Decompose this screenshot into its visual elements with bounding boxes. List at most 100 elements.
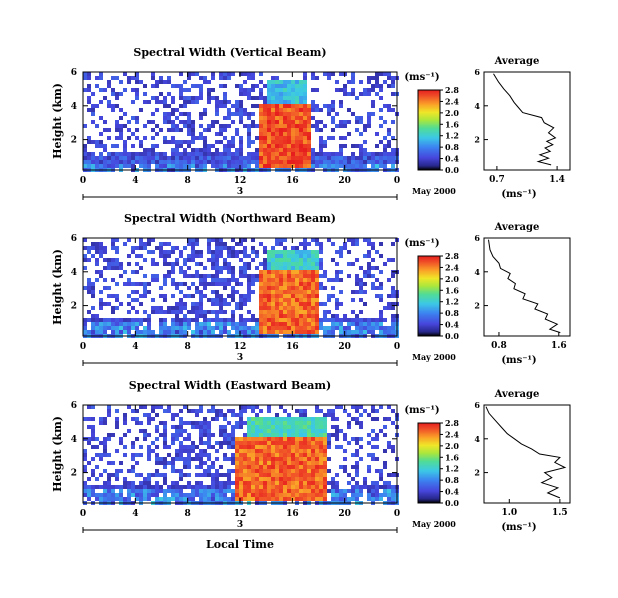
heatmap-cell bbox=[283, 148, 287, 152]
heatmap-cell bbox=[151, 489, 155, 493]
heatmap-cell bbox=[227, 473, 231, 477]
heatmap-cell bbox=[251, 437, 255, 441]
heatmap-cell bbox=[235, 449, 239, 453]
heatmap-cell bbox=[379, 96, 383, 100]
heatmap-cell bbox=[283, 477, 287, 481]
heatmap-cell bbox=[155, 96, 159, 100]
heatmap-cell bbox=[379, 152, 383, 156]
heatmap-cell bbox=[263, 445, 267, 449]
heatmap-cell bbox=[331, 485, 335, 489]
heatmap-cell bbox=[291, 100, 295, 104]
heatmap-cell bbox=[131, 160, 135, 164]
heatmap-cell bbox=[351, 144, 355, 148]
heatmap-cell bbox=[303, 425, 307, 429]
heatmap-cell bbox=[91, 469, 95, 473]
heatmap-cell bbox=[187, 88, 191, 92]
heatmap-cell bbox=[83, 88, 87, 92]
heatmap-cell bbox=[115, 497, 119, 501]
heatmap-cell bbox=[343, 120, 347, 124]
heatmap-cell bbox=[155, 485, 159, 489]
heatmap-cell bbox=[315, 473, 319, 477]
heatmap-cell bbox=[303, 302, 307, 306]
heatmap-cell bbox=[319, 250, 323, 254]
heatmap-cell bbox=[127, 429, 131, 433]
heatmap-cell bbox=[243, 473, 247, 477]
heatmap-cell bbox=[283, 132, 287, 136]
heatmap-cell bbox=[287, 266, 291, 270]
heatmap-cell bbox=[291, 148, 295, 152]
heatmap-cell bbox=[311, 152, 315, 156]
heatmap-cell bbox=[323, 286, 327, 290]
heatmap-cell bbox=[239, 282, 243, 286]
heatmap-cell bbox=[275, 302, 279, 306]
heatmap-cell bbox=[391, 160, 395, 164]
heatmap-cell bbox=[155, 144, 159, 148]
heatmap-cell bbox=[171, 270, 175, 274]
heatmap-cell bbox=[83, 152, 87, 156]
heatmap-cell bbox=[235, 485, 239, 489]
heatmap-cell bbox=[155, 274, 159, 278]
heatmap-cell bbox=[219, 282, 223, 286]
heatmap-cell bbox=[211, 485, 215, 489]
x-tick-label: 0 bbox=[80, 176, 86, 186]
heatmap-cell bbox=[315, 266, 319, 270]
heatmap-cell bbox=[279, 493, 283, 497]
heatmap-cell bbox=[239, 136, 243, 140]
heatmap-cell bbox=[223, 286, 227, 290]
heatmap-cell bbox=[335, 433, 339, 437]
heatmap-cell bbox=[371, 409, 375, 413]
heatmap-cell bbox=[155, 429, 159, 433]
heatmap-cell bbox=[267, 433, 271, 437]
heatmap-cell bbox=[219, 100, 223, 104]
heatmap-cell bbox=[271, 124, 275, 128]
heatmap-cell bbox=[391, 274, 395, 278]
heatmap-cell bbox=[287, 330, 291, 334]
heatmap-cell bbox=[387, 152, 391, 156]
heatmap-cell bbox=[283, 160, 287, 164]
colorbar-cell bbox=[418, 107, 440, 110]
colorbar-cell bbox=[418, 432, 440, 435]
heatmap-cell bbox=[303, 104, 307, 108]
colorbar-label: (ms⁻¹) bbox=[404, 72, 439, 83]
heatmap-cell bbox=[323, 477, 327, 481]
heatmap-cell bbox=[115, 493, 119, 497]
heatmap-cell bbox=[251, 104, 255, 108]
heatmap-cell bbox=[283, 429, 287, 433]
heatmap-cell bbox=[227, 421, 231, 425]
heatmap-cell bbox=[359, 132, 363, 136]
heatmap-cell bbox=[123, 445, 127, 449]
heatmap-cell bbox=[171, 124, 175, 128]
heatmap-cell bbox=[199, 96, 203, 100]
heatmap-cell bbox=[207, 437, 211, 441]
heatmap-cell bbox=[111, 156, 115, 160]
heatmap-cell bbox=[147, 148, 151, 152]
heatmap-cell bbox=[291, 294, 295, 298]
heatmap-cell bbox=[175, 413, 179, 417]
heatmap-cell bbox=[175, 140, 179, 144]
heatmap-cell bbox=[287, 270, 291, 274]
colorbar-cell bbox=[418, 261, 440, 264]
heatmap-cell bbox=[235, 254, 239, 258]
heatmap-cell bbox=[279, 84, 283, 88]
heatmap-cell bbox=[231, 322, 235, 326]
heatmap-cell bbox=[319, 449, 323, 453]
heatmap-cell bbox=[199, 274, 203, 278]
heatmap-cell bbox=[319, 417, 323, 421]
heatmap-cell bbox=[315, 250, 319, 254]
heatmap-cell bbox=[255, 461, 259, 465]
heatmap-cell bbox=[279, 481, 283, 485]
average-y-tick-label: 2 bbox=[474, 135, 480, 145]
heatmap-cell bbox=[247, 485, 251, 489]
colorbar-cell bbox=[418, 431, 440, 433]
heatmap-cell bbox=[255, 156, 259, 160]
heatmap-cell bbox=[283, 282, 287, 286]
heatmap-cell bbox=[163, 437, 167, 441]
heatmap-cell bbox=[139, 294, 143, 298]
heatmap-cell bbox=[367, 433, 371, 437]
heatmap-cell bbox=[287, 413, 291, 417]
heatmap-cell bbox=[231, 441, 235, 445]
heatmap-cell bbox=[239, 485, 243, 489]
heatmap-cell bbox=[239, 425, 243, 429]
heatmap-cell bbox=[291, 108, 295, 112]
heatmap-cell bbox=[195, 238, 199, 242]
